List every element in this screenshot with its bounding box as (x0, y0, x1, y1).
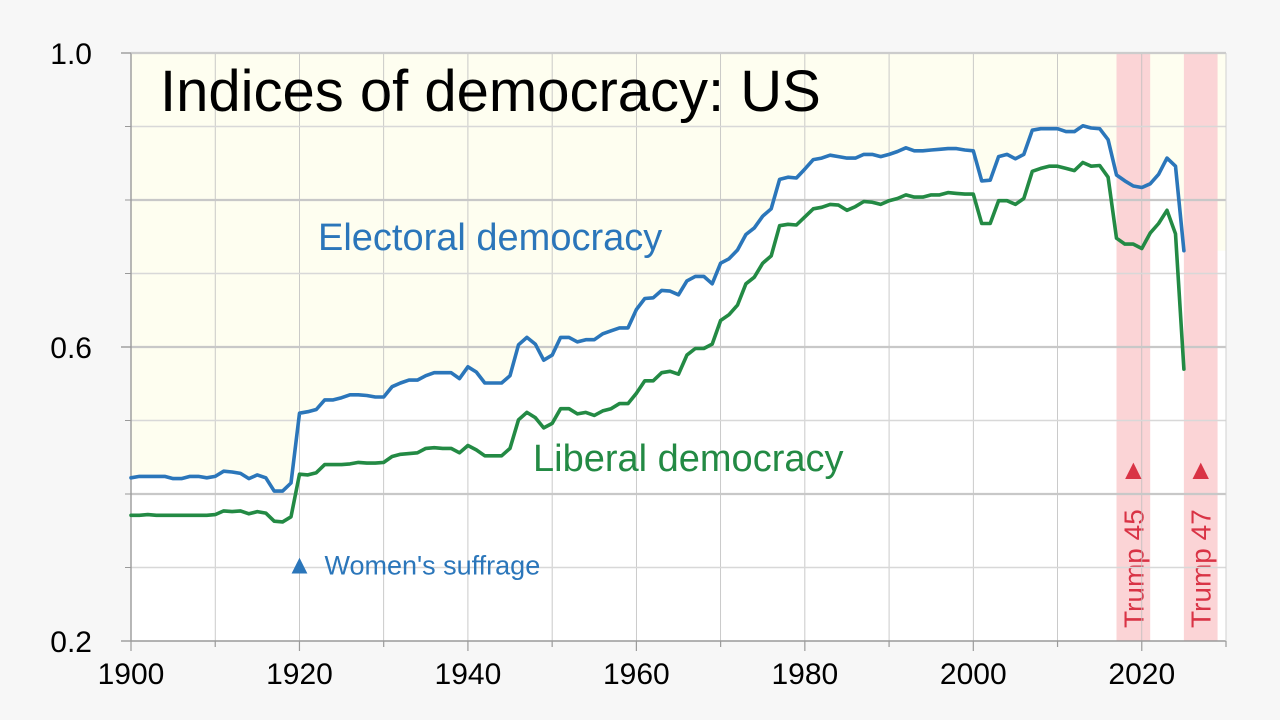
chart-title: Indices of democracy: US (160, 59, 821, 124)
x-tick-label: 2000 (940, 658, 1007, 691)
annotation-text: Women's suffrage (324, 551, 540, 581)
series-label-liberal: Liberal democracy (533, 438, 843, 480)
series-label-electoral: Electoral democracy (318, 217, 662, 259)
series-line-electoral (129, 124, 1186, 493)
axes: 0.2 0.6 1.0 1900 1920 1940 1960 1980 2000 2020 (50, 38, 1227, 691)
gridlines (131, 51, 1227, 641)
term-band-label-2: Trump 47 (1186, 509, 1217, 628)
series-line-liberal (129, 160, 1186, 524)
x-tick-label: 2020 (1108, 658, 1175, 691)
annotation-marker: ▲ (286, 550, 313, 580)
x-tick-label: 1920 (266, 658, 333, 691)
annotations: ▲ Women's suffrage (286, 550, 540, 581)
plot-area-lower (131, 125, 1226, 641)
term-band-marker-2: ▲ (1187, 454, 1215, 485)
x-tick-label: 1900 (98, 658, 165, 691)
y-tick-label: 0.6 (50, 332, 92, 365)
series-lines (129, 124, 1186, 524)
y-tick-label: 1.0 (50, 38, 92, 71)
chart-text: Indices of democracy: US Electoral democ… (160, 59, 843, 480)
x-tick-label: 1980 (771, 658, 838, 691)
term-band-label-1: Trump 45 (1118, 509, 1149, 628)
x-tick-label: 1960 (603, 658, 670, 691)
y-tick-label: 0.2 (50, 626, 92, 659)
x-tick-label: 1940 (435, 658, 502, 691)
term-band-marker-1: ▲ (1119, 454, 1147, 485)
